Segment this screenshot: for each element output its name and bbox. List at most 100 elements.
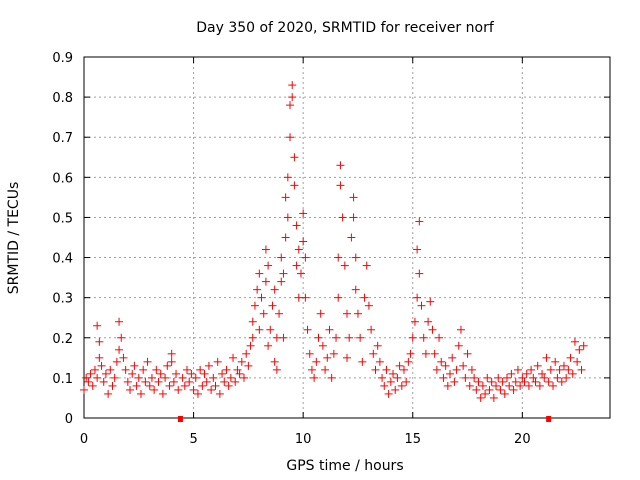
data-point [307, 365, 316, 374]
y-tick-label: 0.7 [52, 131, 73, 146]
data-point [413, 245, 422, 254]
data-point [386, 377, 395, 386]
data-point [435, 333, 444, 342]
data-point [406, 349, 415, 358]
data-point [551, 357, 560, 366]
data-point [454, 341, 463, 350]
data-point [261, 277, 270, 286]
data-point [408, 333, 417, 342]
y-tick-label: 0.4 [52, 252, 73, 267]
data-point [494, 373, 503, 382]
data-point [213, 357, 222, 366]
data-point [305, 349, 314, 358]
x-axis: 0 5 10 15 20 [80, 57, 531, 447]
data-point [82, 373, 91, 382]
data-point [316, 309, 325, 318]
data-point [380, 381, 389, 390]
data-point [450, 377, 459, 386]
data-point [527, 365, 536, 374]
data-point [207, 385, 216, 394]
y-tick-label: 0.2 [52, 332, 73, 347]
chart-title: Day 350 of 2020, SRMTID for receiver nor… [196, 20, 495, 36]
data-point [463, 349, 472, 358]
data-point [167, 357, 176, 366]
data-point [323, 353, 332, 362]
data-point [314, 333, 323, 342]
data-point [492, 381, 501, 390]
data-point [321, 365, 330, 374]
data-point [555, 365, 564, 374]
y-tick-label: 0.9 [52, 51, 73, 66]
data-point [559, 361, 568, 370]
data-point [255, 269, 264, 278]
data-point [487, 377, 496, 386]
data-point [167, 349, 176, 358]
data-point [437, 357, 446, 366]
data-point [255, 325, 264, 334]
data-point [518, 373, 527, 382]
data-point [275, 309, 284, 318]
data-point [334, 293, 343, 302]
data-point [397, 381, 406, 390]
data-point [239, 373, 248, 382]
data-point [345, 333, 354, 342]
data-point [209, 373, 218, 382]
data-point [108, 381, 117, 390]
data-point [99, 377, 108, 386]
data-point [310, 373, 319, 382]
data-point [178, 373, 187, 382]
data-point [428, 325, 437, 334]
data-point [272, 365, 281, 374]
data-point [279, 333, 288, 342]
plot-frame [83, 56, 611, 419]
data-point [353, 309, 362, 318]
data-point [485, 385, 494, 394]
data-point [115, 317, 124, 326]
data-point [218, 369, 227, 378]
data-point [299, 237, 308, 246]
data-point [360, 293, 369, 302]
data-point [553, 373, 562, 382]
data-point [461, 373, 470, 382]
data-point [459, 361, 468, 370]
bottom-marker [177, 416, 183, 422]
y-tick-label: 0 [65, 412, 73, 427]
data-point [130, 361, 139, 370]
data-point [104, 389, 113, 398]
data-point [264, 261, 273, 270]
data-point [570, 337, 579, 346]
data-point [288, 81, 297, 90]
data-point [286, 133, 295, 142]
data-point [128, 369, 137, 378]
data-point [90, 365, 99, 374]
data-point [476, 393, 485, 402]
data-point [283, 173, 292, 182]
data-point [288, 93, 297, 102]
data-point [318, 341, 327, 350]
data-point [161, 373, 170, 382]
data-point [174, 385, 183, 394]
data-point [134, 373, 143, 382]
data-point [364, 301, 373, 310]
x-tick-label: 5 [189, 432, 197, 447]
data-point [351, 253, 360, 262]
data-point [404, 357, 413, 366]
data-point [136, 389, 145, 398]
data-point [573, 357, 582, 366]
data-point [198, 381, 207, 390]
data-point [549, 381, 558, 390]
data-point [110, 373, 119, 382]
data-point [204, 361, 213, 370]
data-point [95, 337, 104, 346]
y-tick-label: 0.5 [52, 211, 73, 226]
data-point [432, 365, 441, 374]
data-point [266, 325, 275, 334]
y-tick-label: 0.3 [52, 292, 73, 307]
data-point [478, 381, 487, 390]
data-point [281, 233, 290, 242]
data-point [564, 365, 573, 374]
data-point [415, 269, 424, 278]
data-point [489, 393, 498, 402]
data-point [367, 325, 376, 334]
